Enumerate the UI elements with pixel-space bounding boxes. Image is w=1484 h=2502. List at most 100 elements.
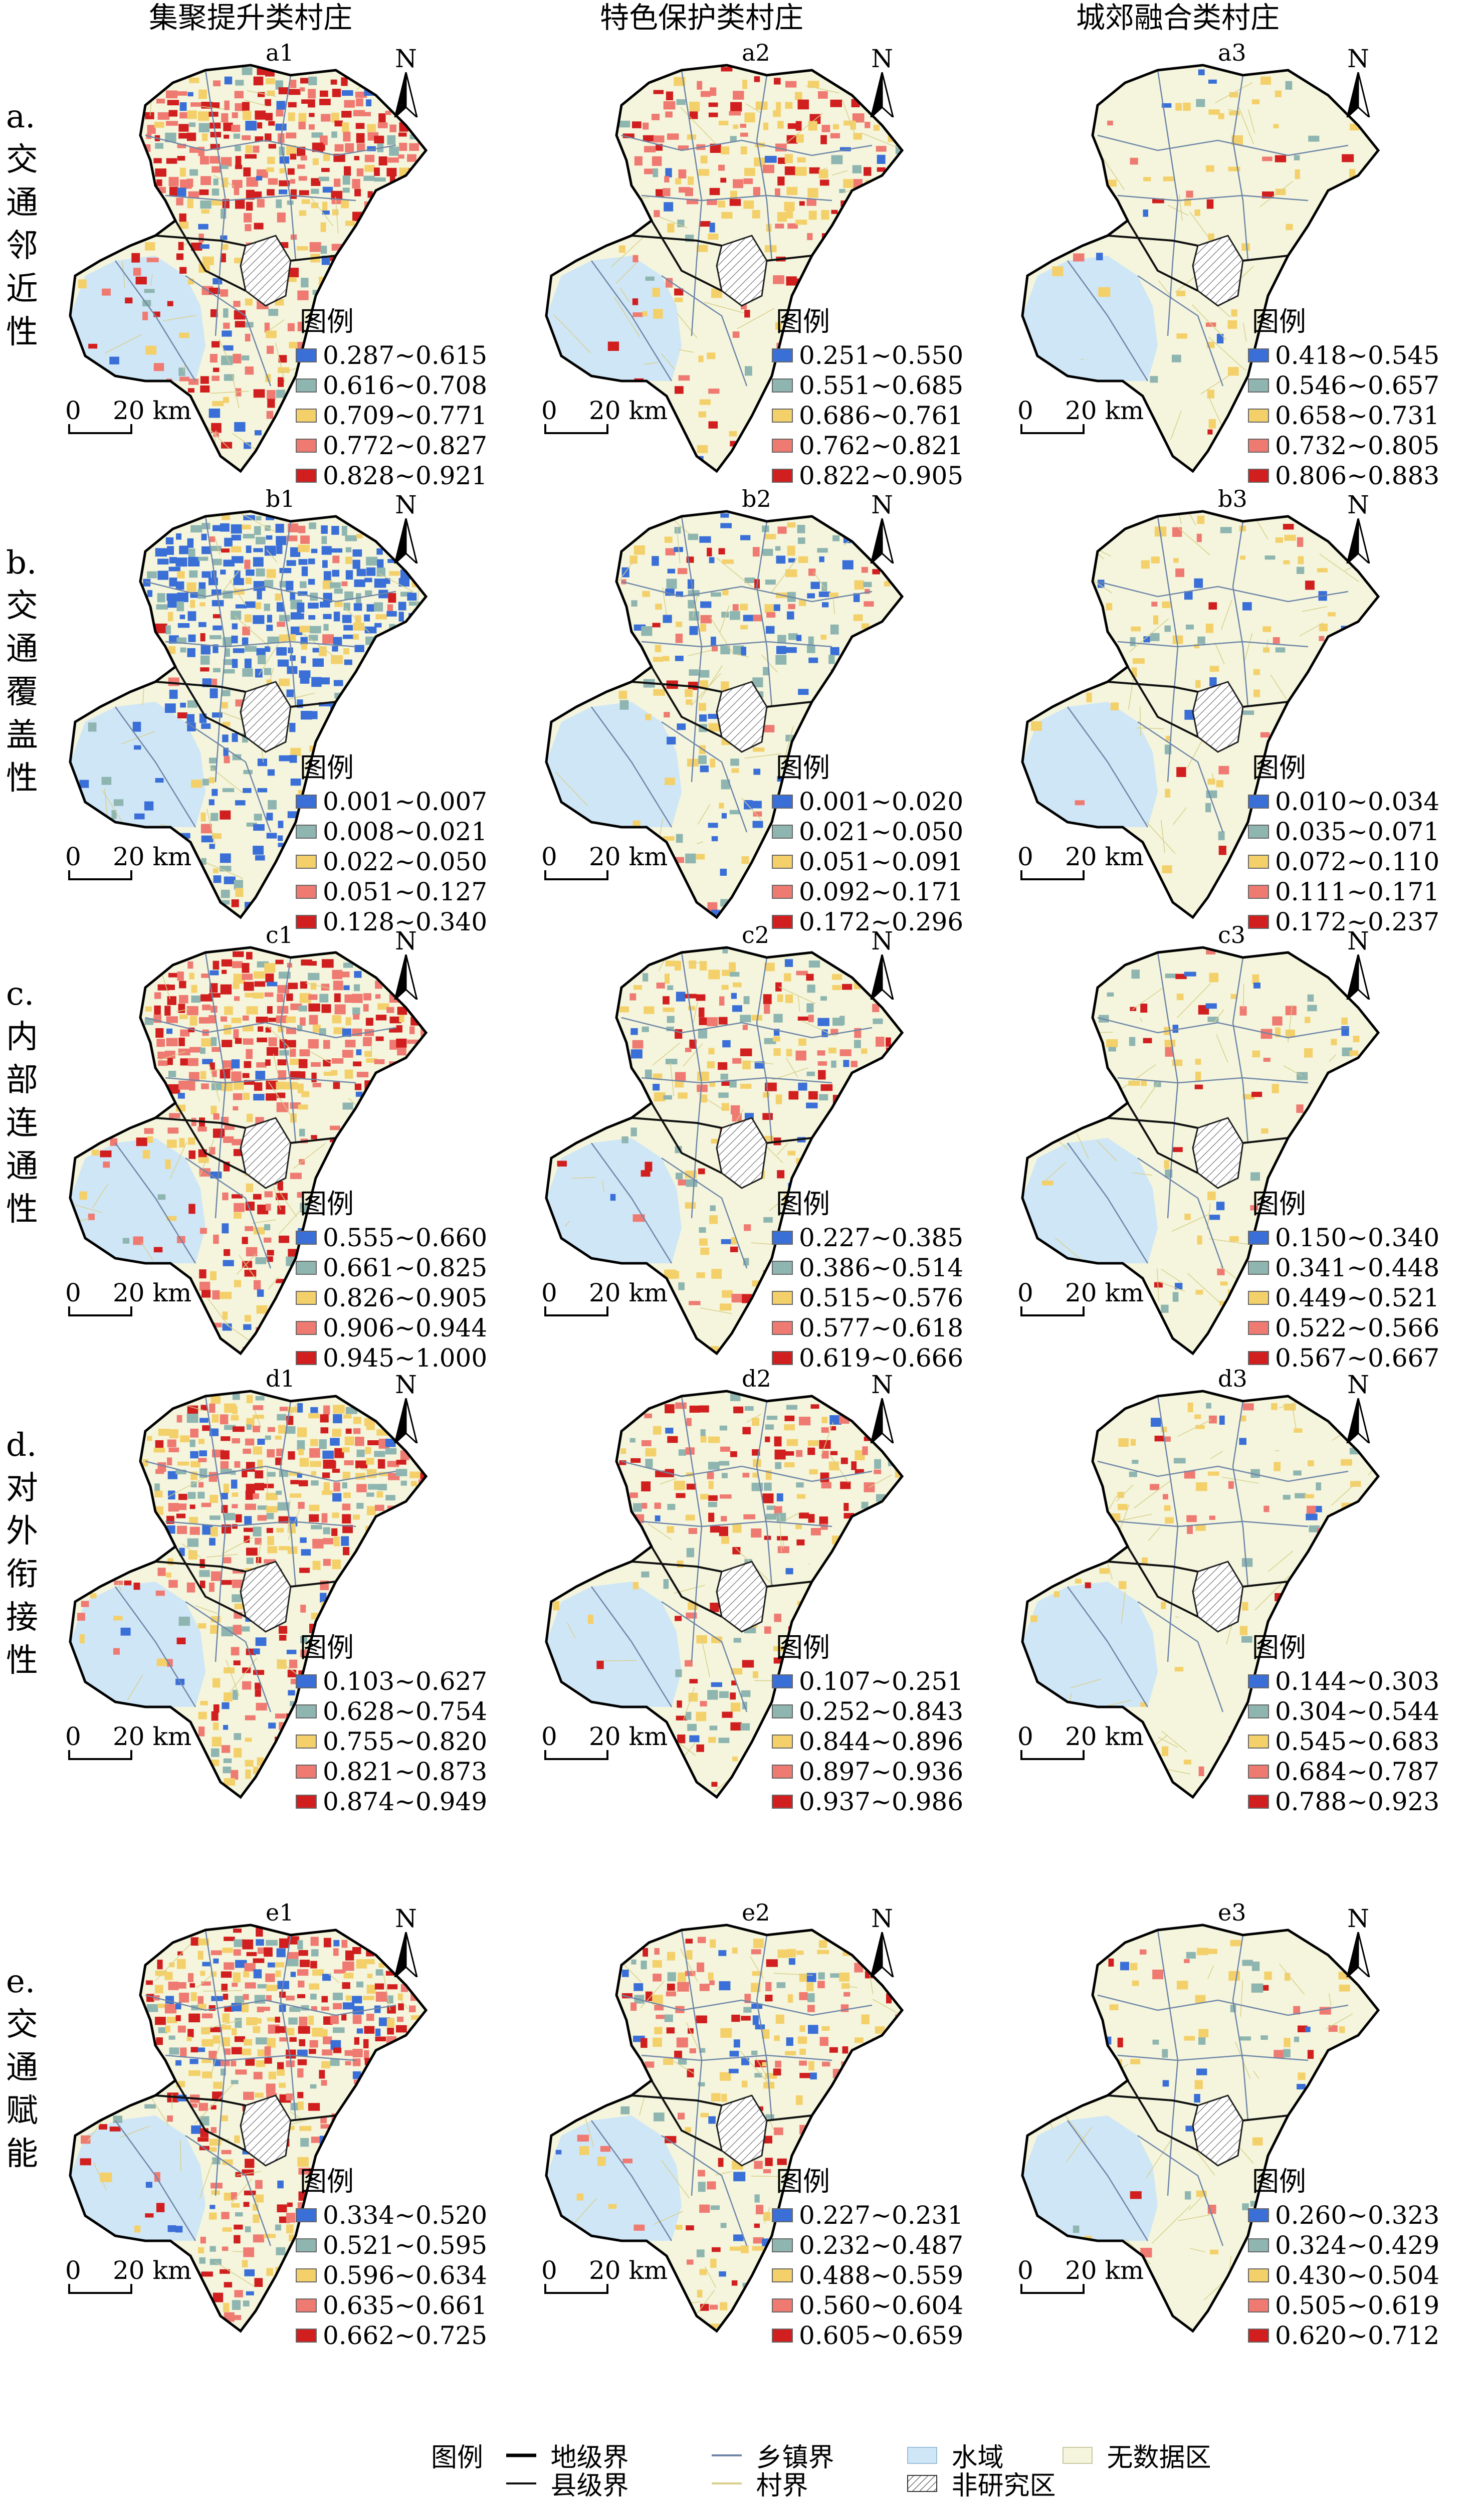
village-cell bbox=[1195, 1085, 1203, 1089]
village-cell bbox=[742, 1660, 754, 1667]
village-cell bbox=[356, 98, 363, 106]
village-cell bbox=[167, 996, 176, 1005]
legend-swatch bbox=[772, 1674, 793, 1688]
legend-item: 0.772~0.827 bbox=[296, 428, 487, 458]
village-cell bbox=[253, 1648, 260, 1654]
village-cell bbox=[796, 971, 808, 976]
village-cell bbox=[357, 143, 365, 151]
village-boundary-line bbox=[883, 1127, 919, 1163]
village-cell bbox=[341, 77, 347, 86]
north-arrow-icon bbox=[1343, 1932, 1373, 1977]
village-cell bbox=[732, 1058, 741, 1064]
legend-range: 0.897~0.936 bbox=[799, 1757, 963, 1786]
village-boundary-line bbox=[751, 2302, 762, 2333]
village-cell bbox=[223, 345, 233, 351]
village-cell bbox=[276, 545, 282, 554]
legend-item: 0.906~0.944 bbox=[296, 1310, 487, 1340]
village-boundary-line bbox=[869, 2077, 874, 2085]
village-cell bbox=[288, 323, 295, 331]
village-cell bbox=[653, 168, 658, 177]
village-cell bbox=[190, 1451, 198, 1459]
village-cell bbox=[166, 1029, 172, 1034]
village-cell bbox=[309, 1514, 319, 1522]
village-cell bbox=[341, 1536, 349, 1546]
village-cell bbox=[721, 1516, 727, 1521]
village-cell bbox=[1283, 2049, 1291, 2057]
legend-range: 0.144~0.303 bbox=[1275, 1667, 1439, 1696]
village-cell bbox=[200, 633, 205, 641]
legend-item: 0.788~0.923 bbox=[1248, 1784, 1439, 1814]
village-cell bbox=[177, 1638, 186, 1644]
panel-id: b1 bbox=[266, 485, 295, 512]
village-cell bbox=[376, 1015, 386, 1020]
village-cell bbox=[201, 2039, 214, 2047]
village-cell bbox=[342, 1050, 353, 1058]
village-cell bbox=[1161, 1427, 1167, 1432]
legend-swatch bbox=[1248, 439, 1269, 453]
village-cell bbox=[155, 1028, 163, 1038]
village-boundary-line bbox=[534, 1972, 557, 2012]
legend-swatch bbox=[772, 1704, 793, 1718]
village-cell bbox=[664, 101, 676, 110]
village-boundary-line bbox=[403, 2136, 410, 2157]
legend-swatch bbox=[772, 1765, 793, 1779]
village-cell bbox=[268, 1963, 275, 1968]
village-cell bbox=[155, 778, 164, 783]
village-cell bbox=[366, 1492, 374, 1497]
non-study-hatch-symbol bbox=[907, 2475, 937, 2492]
village-cell bbox=[298, 526, 305, 533]
village-cell bbox=[297, 291, 308, 300]
village-cell bbox=[1195, 1059, 1201, 1065]
village-boundary-line bbox=[535, 1078, 554, 1117]
village-cell bbox=[873, 1019, 883, 1024]
village-cell bbox=[730, 611, 740, 620]
village-cell bbox=[189, 1150, 196, 1159]
village-cell bbox=[311, 1525, 322, 1529]
village-cell bbox=[1276, 537, 1283, 543]
village-cell bbox=[1305, 2027, 1311, 2032]
legend-range: 0.762~0.821 bbox=[799, 431, 963, 460]
village-cell bbox=[1218, 766, 1229, 775]
village-cell bbox=[785, 102, 793, 109]
village-cell bbox=[286, 634, 296, 641]
village-cell bbox=[1217, 1269, 1224, 1275]
village-cell bbox=[268, 1018, 277, 1022]
village-cell bbox=[288, 1952, 299, 1959]
village-cell bbox=[353, 549, 362, 557]
village-cell bbox=[231, 636, 238, 643]
village-cell bbox=[256, 1637, 267, 1646]
village-cell bbox=[1286, 81, 1293, 90]
legend-range: 0.662~0.725 bbox=[323, 2321, 487, 2350]
village-cell bbox=[155, 1469, 164, 1474]
village-cell bbox=[277, 994, 283, 1002]
village-cell bbox=[719, 2271, 726, 2277]
village-cell bbox=[210, 688, 218, 698]
legend-swatch bbox=[1248, 2268, 1269, 2282]
north-arrow-icon bbox=[867, 72, 897, 117]
village-cell bbox=[187, 583, 196, 592]
village-cell bbox=[1130, 2059, 1140, 2064]
village-cell bbox=[1242, 1558, 1252, 1567]
village-cell bbox=[333, 2027, 345, 2033]
village-boundary-line bbox=[134, 143, 143, 145]
village-cell bbox=[646, 277, 655, 281]
village-cell bbox=[232, 1983, 238, 1987]
village-cell bbox=[819, 592, 830, 597]
village-cell bbox=[799, 201, 805, 206]
legend-swatch bbox=[296, 469, 317, 483]
legend-item: 0.107~0.251 bbox=[772, 1664, 963, 1694]
legend-title: 图例 bbox=[1252, 1188, 1439, 1220]
legend-title: 图例 bbox=[1252, 306, 1439, 338]
village-cell bbox=[198, 1623, 206, 1629]
village-cell bbox=[321, 2061, 330, 2068]
village-cell bbox=[764, 1626, 771, 1634]
village-cell bbox=[374, 603, 383, 612]
village-cell bbox=[80, 1192, 87, 1200]
village-boundary-line bbox=[1370, 1165, 1375, 1185]
village-cell bbox=[286, 1082, 298, 1090]
row-label-char: 邻 bbox=[6, 225, 51, 268]
village-cell bbox=[213, 2082, 222, 2089]
village-cell bbox=[276, 1491, 282, 1495]
village-cell bbox=[211, 200, 223, 206]
